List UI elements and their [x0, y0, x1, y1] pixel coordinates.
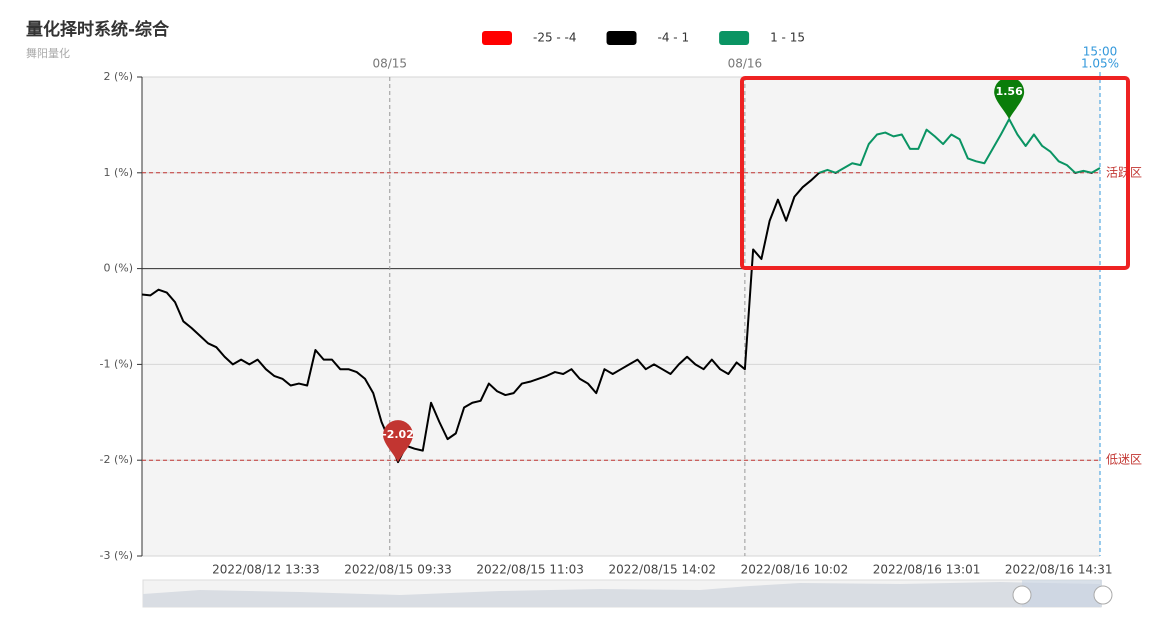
- x-tick-label: 2022/08/15 11:03: [476, 563, 584, 577]
- x-tick-label: 2022/08/12 13:33: [212, 563, 320, 577]
- y-tick-label: 2 (%): [103, 70, 133, 83]
- legend-label: -25 - -4: [533, 31, 577, 45]
- x-tick-label: 2022/08/15 14:02: [609, 563, 717, 577]
- y-tick-label: -1 (%): [100, 357, 134, 370]
- highlight-box: [740, 76, 1130, 270]
- line: [141, 118, 1101, 464]
- legend-swatch[interactable]: [606, 31, 637, 45]
- x-tick-label: 2022/08/16 14:31: [1005, 563, 1113, 577]
- min-pin: [383, 420, 414, 463]
- last-time: 15:00: [1083, 45, 1118, 59]
- day-marker-label: 08/15: [372, 57, 407, 71]
- zoom-handle[interactable]: [1012, 585, 1032, 605]
- zoom-handle[interactable]: [1093, 585, 1113, 605]
- legend-swatch[interactable]: [482, 31, 512, 45]
- y-tick-label: 1 (%): [103, 166, 133, 179]
- annotations: -25 - -4 -4 - 1 1 - 15 1.56 -2.02 15:001.05%: [382, 31, 1119, 556]
- legend-label: 1 - 15: [770, 31, 805, 45]
- min-pin-label: -2.02: [382, 428, 414, 441]
- max-pin-label: 1.56: [996, 85, 1023, 98]
- x-tick-label: 2022/08/16 13:01: [873, 563, 981, 577]
- data-zoom: [142, 579, 1113, 608]
- mark-line-label: 活跃区: [1106, 165, 1142, 179]
- legend-swatch[interactable]: [719, 31, 750, 45]
- chart-title: 量化择时系统-综合: [26, 19, 170, 40]
- plot-area: [142, 77, 1100, 556]
- legend-label: -4 - 1: [658, 31, 690, 45]
- series: [141, 118, 1101, 464]
- day-marker-label: 08/16: [728, 57, 763, 71]
- y-tick-label: 0 (%): [103, 262, 133, 275]
- mark-line-label: 低迷区: [1106, 453, 1142, 467]
- last-value: 1.05%: [1081, 57, 1119, 71]
- zoom-preview: [143, 582, 1100, 607]
- x-tick-label: 2022/08/16 10:02: [741, 563, 849, 577]
- x-tick-label: 2022/08/15 09:33: [344, 563, 452, 577]
- chart-subtitle: 舞阳量化: [26, 46, 70, 60]
- max-pin: [994, 77, 1025, 120]
- y-tick-label: -3 (%): [100, 549, 134, 562]
- zoom-window[interactable]: [1022, 580, 1102, 607]
- y-tick-label: -2 (%): [100, 453, 134, 466]
